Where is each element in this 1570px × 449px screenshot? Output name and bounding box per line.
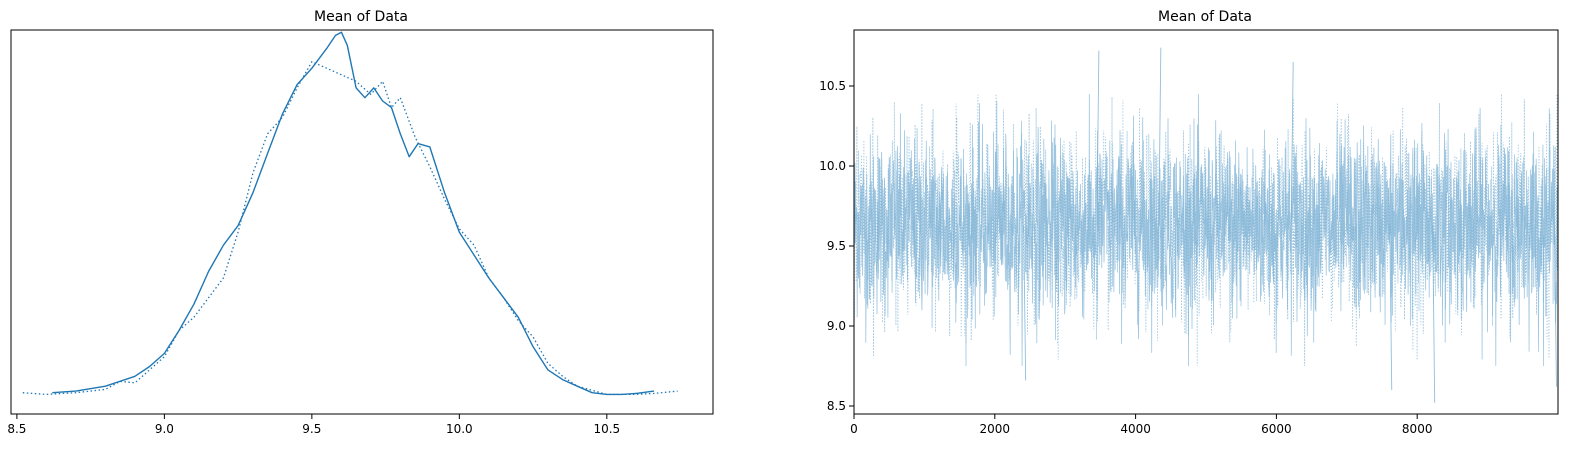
trace-lines (853, 47, 1559, 403)
density-curves (22, 31, 678, 396)
y-tick-label: 9.0 (827, 319, 846, 333)
trace-spike (1158, 47, 1162, 226)
y-tick-label: 10.0 (819, 159, 846, 173)
trace-x-axis: 0 2000 4000 6000 8000 (850, 414, 1432, 436)
x-tick-label: 9.0 (155, 422, 174, 436)
x-tick-label: 8000 (1402, 422, 1433, 436)
x-tick-label: 4000 (1120, 422, 1151, 436)
trace-spike (1554, 225, 1557, 387)
density-line-dotted (22, 61, 678, 396)
density-x-axis: 8.5 9.0 9.5 10.0 10.5 (7, 414, 620, 436)
density-plot-panel: Mean of Data 8.5 9.0 9.5 10.0 10.5 (7, 9, 714, 436)
trace-spike (1389, 225, 1393, 391)
trace-plot-title: Mean of Data (1158, 9, 1252, 25)
trace-spike (1432, 225, 1436, 403)
x-tick-label: 9.5 (302, 422, 321, 436)
density-plot-title: Mean of Data (314, 9, 408, 25)
y-tick-label: 10.5 (819, 79, 846, 93)
x-tick-label: 10.5 (593, 422, 620, 436)
trace-chain-dotted (853, 93, 1559, 367)
trace-spike (1290, 61, 1294, 226)
density-plot-frame (10, 29, 714, 415)
x-tick-label: 0 (850, 422, 858, 436)
trace-y-axis: 8.5 9.0 9.5 10.0 10.5 (819, 79, 854, 413)
density-line-solid (52, 31, 655, 396)
trace-plot-frame (853, 29, 1559, 415)
x-tick-label: 10.0 (446, 422, 473, 436)
x-tick-label: 6000 (1261, 422, 1292, 436)
trace-plot-panel: Mean of Data 0 2000 4000 6000 8000 8.5 9.0 9.5… (819, 9, 1559, 436)
x-tick-label: 8.5 (7, 422, 26, 436)
y-tick-label: 8.5 (827, 399, 846, 413)
x-tick-label: 2000 (980, 422, 1011, 436)
trace-spike (1023, 225, 1027, 381)
y-tick-label: 9.5 (827, 239, 846, 253)
trace-spike (1096, 50, 1100, 226)
